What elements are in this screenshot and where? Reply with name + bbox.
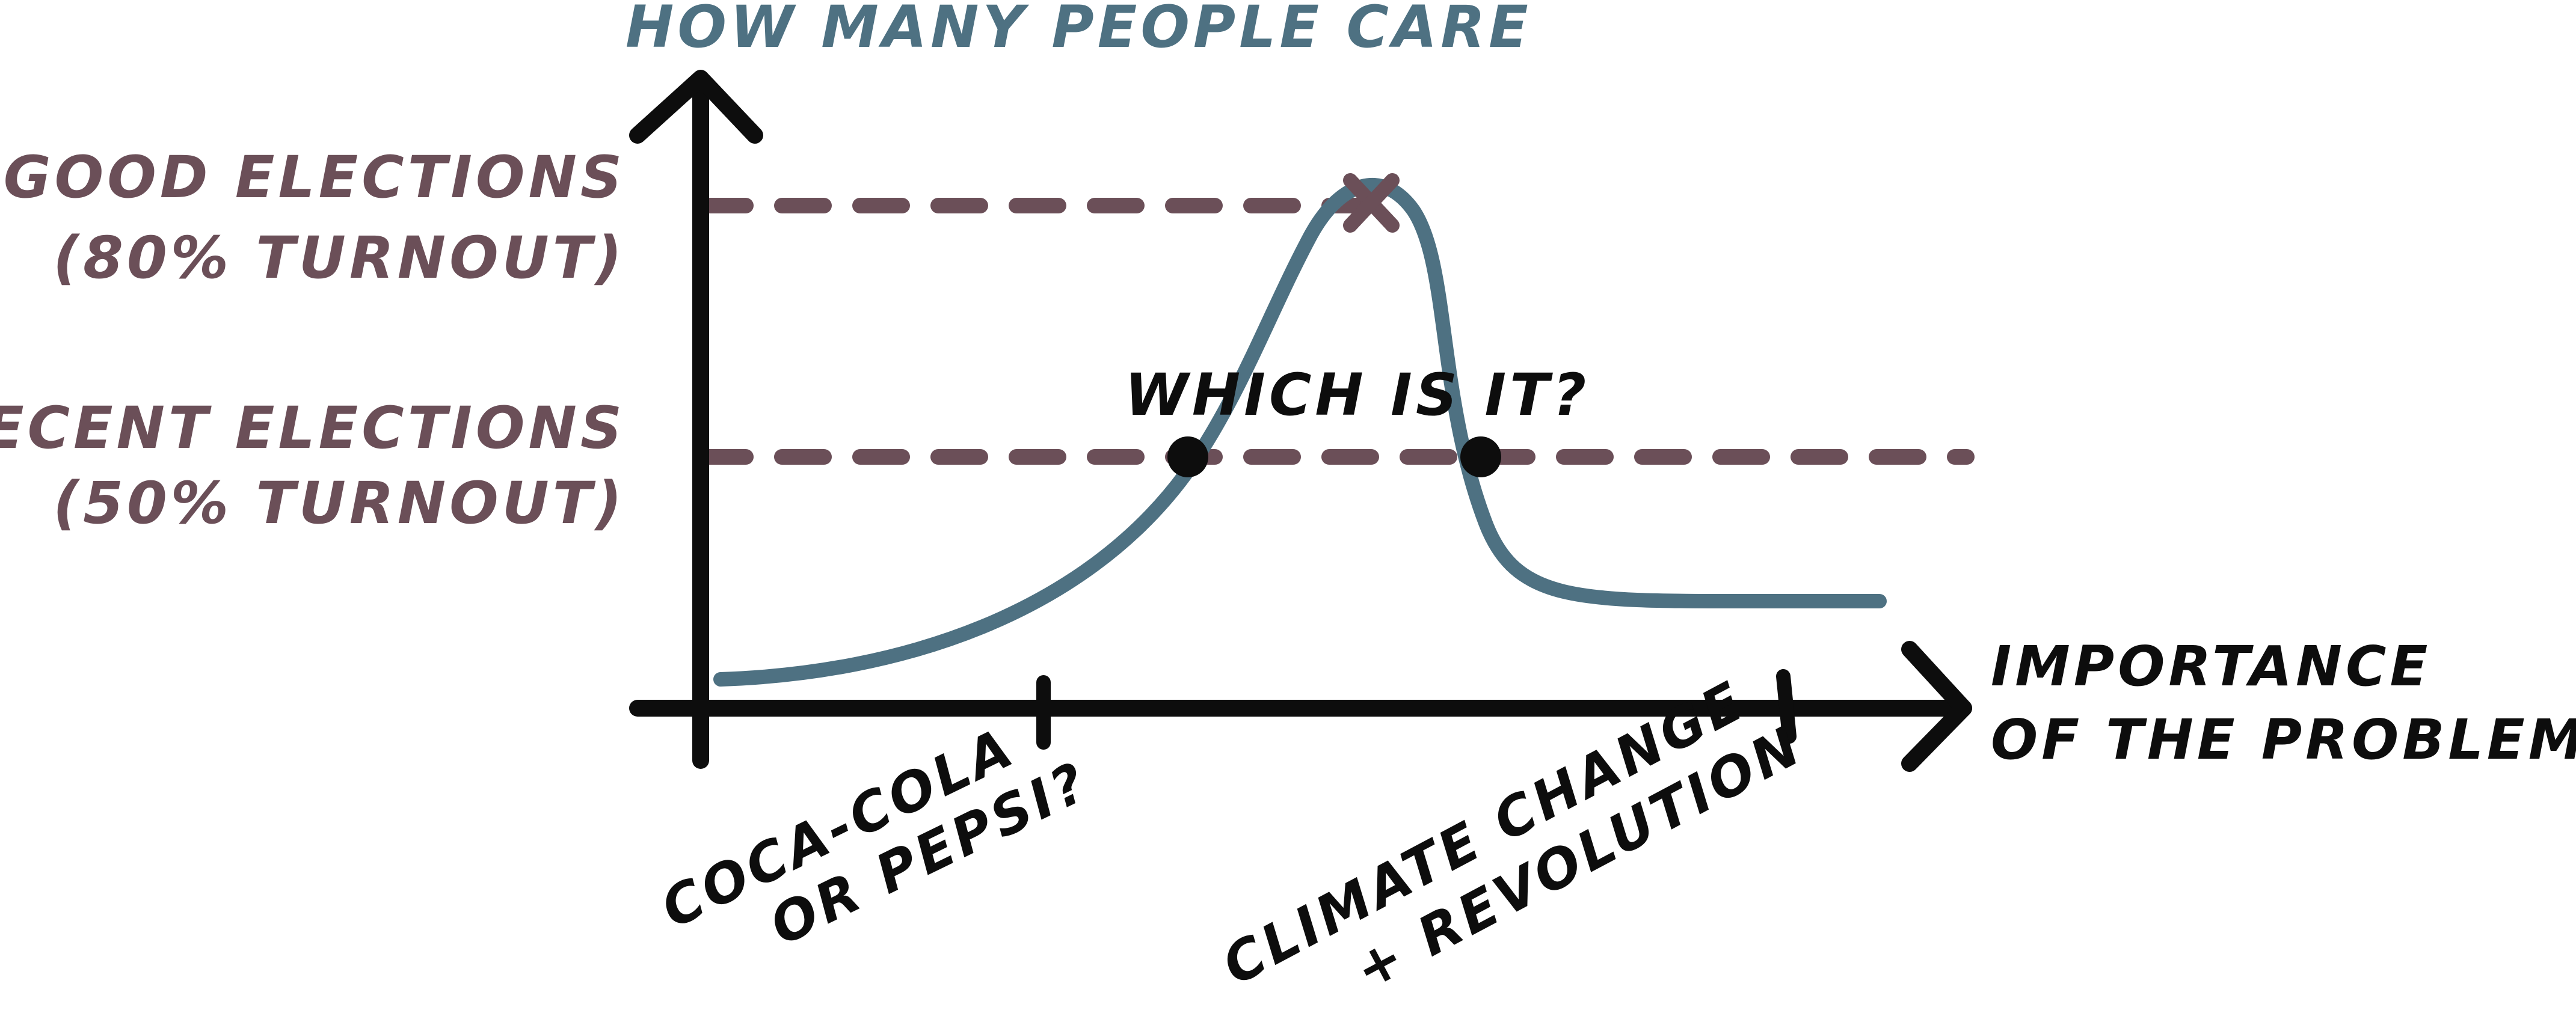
x-axis-title-line2: OF THE PROBLEM xyxy=(1991,708,2576,772)
y-axis-arrowhead xyxy=(629,70,763,144)
peak-cross-marker xyxy=(1343,173,1400,233)
x-tick-high xyxy=(1776,669,1797,744)
good-elections-label-line2: (80% TURNOUT) xyxy=(53,224,626,292)
good-elections-label: GOOD ELECTIONS (80% TURNOUT) xyxy=(4,144,626,292)
recent-elections-label-line2: (50% TURNOUT) xyxy=(53,470,626,537)
good-elections-label-line1: GOOD ELECTIONS xyxy=(4,144,626,211)
recent-elections-label-line1: RECENT ELECTIONS xyxy=(0,394,626,462)
interest-curve xyxy=(713,177,1887,687)
y-axis-title: HOW MANY PEOPLE CARE xyxy=(626,0,1532,61)
recent-elections-label: RECENT ELECTIONS (50% TURNOUT) xyxy=(0,394,626,537)
x-axis-arrowhead xyxy=(1901,641,1972,772)
intersection-dot-left xyxy=(1167,436,1208,477)
intersection-dot-right xyxy=(1460,436,1501,477)
x-axis-title-line1: IMPORTANCE xyxy=(1991,634,2431,699)
tick-label-low: COCA-COLA OR PEPSI? xyxy=(652,715,1099,958)
x-axis-title: IMPORTANCE OF THE PROBLEM xyxy=(1991,634,2576,772)
which-is-it-label: WHICH IS IT? xyxy=(1125,361,1590,429)
